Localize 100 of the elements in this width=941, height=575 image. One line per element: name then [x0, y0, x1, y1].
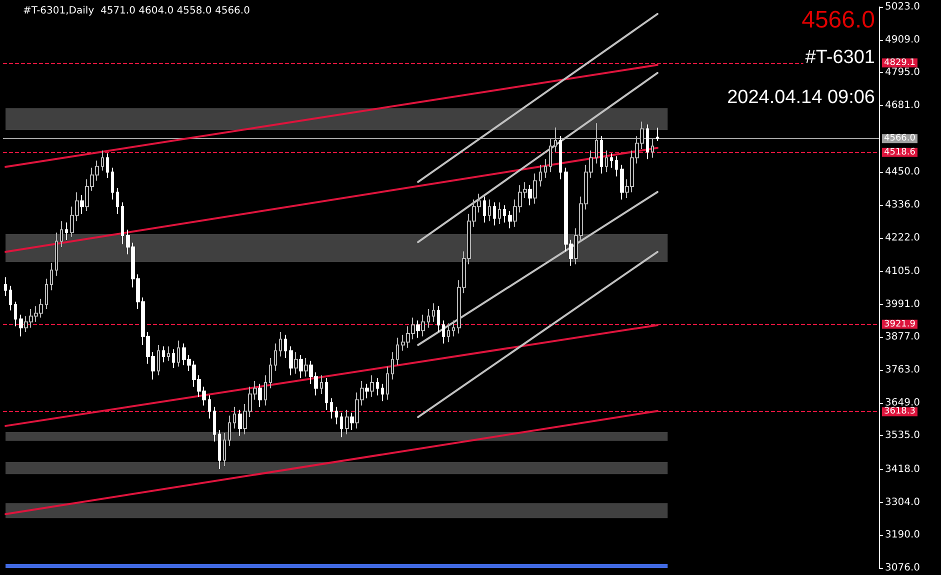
candlestick [503, 204, 506, 224]
candlestick [299, 354, 303, 379]
y-tick-label: 3763.0 [885, 364, 920, 376]
candlestick [157, 344, 160, 376]
candlestick [284, 334, 287, 358]
candlestick [391, 352, 394, 380]
ref-line-label: 3618.3 [884, 406, 916, 417]
candlestick [498, 202, 501, 224]
candlestick [335, 406, 338, 425]
candlestick [320, 374, 323, 394]
candlestick [264, 374, 267, 406]
y-tick-label: 4795.0 [885, 67, 920, 78]
candlestick [370, 374, 374, 398]
candlestick [208, 394, 211, 419]
candlestick [646, 124, 649, 160]
candlestick [396, 337, 399, 366]
candlestick [452, 320, 455, 337]
candlestick [45, 278, 48, 310]
candlestick [528, 184, 532, 206]
candlestick [279, 332, 282, 358]
candlestick [483, 196, 486, 224]
candlestick [233, 406, 236, 430]
y-tick-label: 3304.0 [885, 496, 920, 508]
y-tick-label: 3418.0 [885, 464, 920, 475]
candlestick [432, 302, 435, 322]
candlestick [427, 308, 430, 328]
candlestick [381, 383, 384, 402]
candlestick [116, 187, 119, 214]
candlestick [121, 202, 124, 245]
candlestick [19, 314, 23, 337]
candlestick [549, 138, 552, 173]
candlestick [651, 138, 654, 158]
candlestick [289, 346, 293, 376]
candlestick [605, 150, 608, 173]
ref-line-label: 4518.6 [884, 147, 916, 158]
y-tick-label: 4105.0 [885, 266, 920, 278]
candlestick [656, 127, 659, 142]
candlestick [269, 357, 272, 389]
candlestick [213, 406, 216, 442]
ref-line-label: 4829.1 [884, 58, 916, 68]
candlestick [447, 322, 450, 343]
candlestick [508, 210, 512, 229]
candlestick [365, 383, 369, 399]
candlestick [544, 158, 547, 178]
y-tick-label: 4450.0 [885, 166, 920, 178]
candlestick [106, 152, 109, 178]
annotation: #T-6301 [805, 47, 876, 68]
annotation: 4566.0 [802, 6, 875, 34]
y-tick-label: 4681.0 [885, 100, 920, 112]
candlestick [340, 412, 343, 438]
candlestick [325, 378, 328, 410]
candlestick [488, 198, 491, 222]
candlestick [228, 415, 231, 446]
candlestick [559, 136, 562, 180]
candlestick [177, 340, 180, 368]
candlestick [294, 352, 298, 374]
candlestick [345, 409, 349, 435]
y-tick-label: 3991.0 [885, 298, 920, 310]
candlestick [258, 383, 262, 408]
candlestick [111, 167, 114, 200]
candlestick [493, 202, 496, 226]
candlestick [80, 194, 84, 214]
candlestick [65, 222, 68, 240]
candlestick [238, 409, 242, 436]
candlestick [600, 136, 603, 174]
y-tick-label: 3877.0 [885, 332, 920, 343]
y-tick-label: 4909.0 [885, 34, 920, 46]
candlestick [218, 429, 221, 470]
candlestick [595, 122, 598, 164]
candlestick [304, 357, 308, 378]
candlestick [60, 220, 63, 248]
candlestick [50, 262, 53, 291]
candlestick [421, 314, 425, 337]
candlestick [554, 126, 557, 152]
candlestick [442, 320, 445, 344]
candlestick [615, 156, 618, 177]
candlestick [437, 306, 440, 333]
candlestick [350, 412, 354, 430]
ref-line-label: 3921.9 [884, 319, 916, 330]
candlestick [14, 301, 17, 327]
candlestick [610, 152, 613, 168]
candlestick [55, 232, 58, 276]
candlestick [101, 150, 104, 172]
y-tick-label: 4222.0 [885, 232, 920, 244]
candlestick [376, 378, 379, 396]
candlestick [4, 276, 7, 296]
candlestick [274, 343, 277, 372]
candlestick [167, 346, 170, 362]
candlestick [386, 366, 389, 400]
candlestick [533, 173, 537, 204]
candlestick [416, 320, 420, 338]
y-tick-label: 3076.0 [885, 562, 920, 574]
y-tick-label: 3535.0 [885, 430, 920, 442]
candlestick [172, 348, 175, 369]
candlestick [223, 432, 226, 466]
y-tick-label: 5023.0 [885, 2, 920, 12]
candlestick [620, 164, 624, 200]
y-tick-label: 3190.0 [885, 530, 920, 541]
candlestick [539, 164, 542, 188]
chart-title: #T-6301,Daily 4571.0 4604.0 4558.0 4566.0 [23, 6, 250, 16]
